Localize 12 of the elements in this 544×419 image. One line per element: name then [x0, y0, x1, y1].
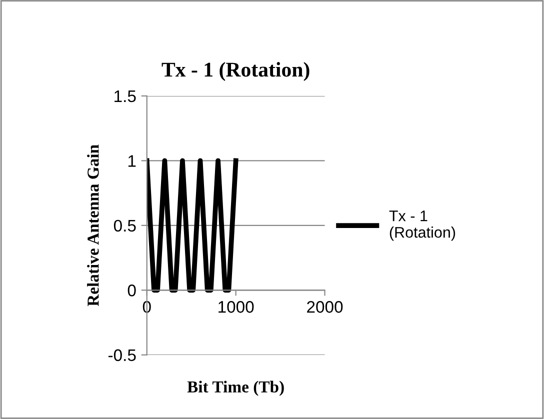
y-tick-label: 1.5: [114, 90, 136, 102]
y-tick-label: 0.5: [114, 220, 136, 232]
y-tick-label: 1: [128, 155, 136, 167]
x-tick-label: 2000: [307, 301, 343, 313]
x-tick-label: 0: [142, 301, 151, 313]
y-axis-title: Relative Antenna Gain: [87, 144, 99, 306]
x-axis-title: Bit Time (Tb): [187, 380, 284, 396]
x-tick-label: 1000: [218, 301, 254, 313]
legend-label: Tx - 1 (Rotation): [389, 210, 456, 241]
chart-title: Tx - 1 (Rotation): [162, 62, 310, 81]
y-tick-label: 0: [128, 284, 136, 296]
y-tick-label: -0.5: [108, 349, 136, 362]
